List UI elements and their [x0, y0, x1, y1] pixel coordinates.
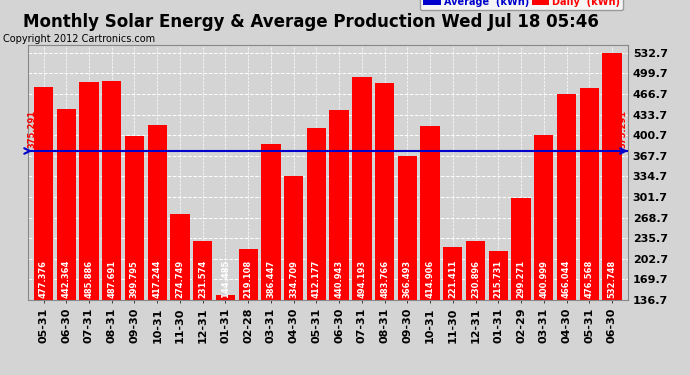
Text: 442.364: 442.364	[62, 260, 71, 298]
Bar	[534, 135, 553, 300]
Bar	[193, 241, 213, 300]
Bar	[420, 126, 440, 300]
Text: Copyright 2012 Cartronics.com: Copyright 2012 Cartronics.com	[3, 34, 155, 44]
Text: 477.376: 477.376	[39, 260, 48, 298]
Bar	[57, 109, 76, 300]
Text: 414.906: 414.906	[426, 260, 435, 298]
Text: 485.886: 485.886	[84, 260, 93, 298]
Text: 440.943: 440.943	[335, 260, 344, 298]
Text: 476.568: 476.568	[584, 260, 593, 298]
Text: 483.766: 483.766	[380, 260, 389, 298]
Text: 230.896: 230.896	[471, 260, 480, 298]
Bar	[307, 128, 326, 300]
Text: 399.795: 399.795	[130, 260, 139, 298]
Bar	[489, 251, 508, 300]
Bar	[125, 136, 144, 300]
Bar	[580, 88, 599, 300]
Text: 299.271: 299.271	[517, 260, 526, 298]
Bar	[102, 81, 121, 300]
Bar	[216, 295, 235, 300]
Legend: Average  (kWh), Daily  (kWh): Average (kWh), Daily (kWh)	[420, 0, 623, 10]
Bar	[262, 144, 281, 300]
Text: 334.709: 334.709	[289, 260, 298, 298]
Text: 417.244: 417.244	[152, 260, 161, 298]
Text: 487.691: 487.691	[107, 260, 116, 298]
Text: 494.193: 494.193	[357, 260, 366, 298]
Text: 274.749: 274.749	[175, 260, 184, 298]
Bar	[375, 83, 394, 300]
Text: 366.493: 366.493	[403, 260, 412, 298]
Bar	[511, 198, 531, 300]
Text: Monthly Solar Energy & Average Production Wed Jul 18 05:46: Monthly Solar Energy & Average Productio…	[23, 13, 598, 31]
Text: 386.447: 386.447	[266, 260, 275, 298]
Bar	[466, 241, 485, 300]
Text: 400.999: 400.999	[540, 260, 549, 298]
Bar	[443, 247, 462, 300]
Text: 221.411: 221.411	[448, 260, 457, 298]
Bar	[602, 53, 622, 300]
Bar	[239, 249, 258, 300]
Text: 219.108: 219.108	[244, 260, 253, 298]
Bar	[34, 87, 53, 300]
Text: 466.044: 466.044	[562, 260, 571, 298]
Text: 375.291: 375.291	[28, 110, 37, 148]
Text: 375.291: 375.291	[619, 110, 628, 148]
Text: 532.748: 532.748	[607, 260, 616, 298]
Text: 412.177: 412.177	[312, 260, 321, 298]
Text: 215.731: 215.731	[494, 260, 503, 298]
Bar	[352, 77, 371, 300]
Bar	[79, 82, 99, 300]
Bar	[397, 156, 417, 300]
Text: 144.485: 144.485	[221, 260, 230, 298]
Bar	[170, 214, 190, 300]
Bar	[148, 125, 167, 300]
Bar	[329, 110, 348, 300]
Bar	[284, 176, 304, 300]
Bar	[557, 94, 576, 300]
Text: 231.574: 231.574	[198, 260, 207, 298]
